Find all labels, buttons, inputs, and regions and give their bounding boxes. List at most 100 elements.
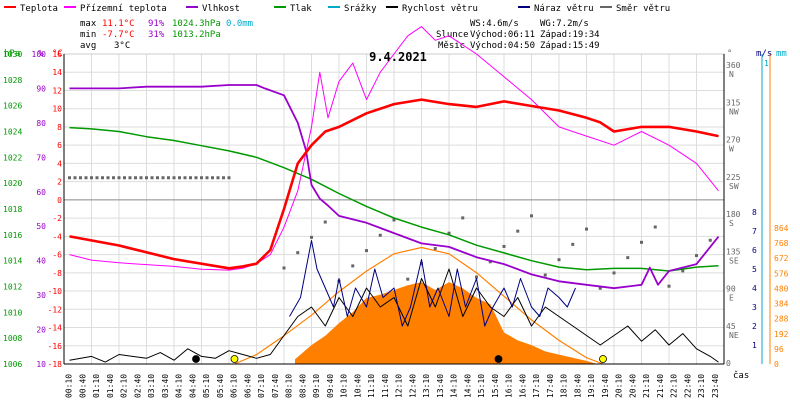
wind-direction-dot [530,214,533,218]
time-tick: 13:40 [436,374,445,398]
solar-tick: 96 [774,345,784,354]
time-tick: 10:40 [353,374,362,398]
stats-min-humidity: 31% [148,30,165,40]
wind-direction-dot [106,176,110,180]
legend-label: Přízemní teplota [80,4,167,14]
time-tick: 05:10 [202,374,211,398]
direction-tick: 0 [726,359,731,368]
wind-direction-dot [337,279,341,283]
sunset: Západ:19:34 [540,30,600,40]
wind-direction-dot [557,258,561,262]
pressure-unit: hPa [4,49,20,59]
pressure-tick: 1024 [3,128,22,137]
wind-direction-dot [351,264,355,268]
sunrise: Východ:06:11 [470,30,535,40]
wind-direction-dot [68,176,71,180]
wind-direction-dot [488,260,492,264]
wind-tick: 3 [752,303,757,312]
temp-tick: -8 [52,269,62,278]
pressure-tick: 1028 [3,76,22,85]
pressure-tick: 1014 [3,257,22,266]
time-tick: 19:40 [601,374,610,398]
time-tick: 07:40 [271,374,280,398]
time-tick: 10:10 [340,374,349,398]
time-tick: 01:40 [106,374,115,398]
time-tick: 00:10 [65,374,74,398]
pressure-tick: 1030 [3,50,22,59]
pressure-tick: 1008 [3,334,22,343]
wind-direction-dot [90,176,93,180]
temp-tick: 12 [52,86,62,95]
legend-label: Náraz větru [534,4,594,14]
solar-tick: 480 [774,284,789,293]
wind-direction-dot [216,176,220,180]
time-tick: 17:10 [532,374,541,398]
temp-tick: -18 [48,360,63,369]
temp-tick: 8 [57,123,62,132]
wind-direction-dot [571,242,575,246]
stats-max-temp: 11.1°C [102,19,135,29]
wind-direction-dot [84,176,88,180]
direction-tick: 360 [726,61,741,70]
time-tick: 20:40 [628,374,637,398]
wind-direction-dot [112,176,115,180]
wind-direction-dot [640,240,643,244]
wind-direction-dot [310,235,313,239]
wind-direction-dot [626,256,630,260]
direction-tick-label: E [729,294,734,303]
pressure-tick: 1022 [3,153,22,162]
legend-label: Rychlost větru [402,4,478,14]
humidity-tick: 100 [32,50,47,59]
pressure-tick: 1010 [3,308,22,317]
wind-direction-dot [172,176,176,180]
time-tick: 04:10 [175,374,184,398]
temp-tick: 0 [57,196,62,205]
solar-theoretical-line [234,246,604,365]
wind-direction-dot [420,262,423,266]
wind-direction-dot [543,273,547,277]
wind-speed-line [69,268,719,363]
time-tick: 22:10 [670,374,679,398]
wind-direction-dot [134,176,137,180]
stats-min-pressure: 1013.2hPa [172,30,221,40]
wind-direction-dot [123,176,126,180]
wind-direction-dot [205,176,209,180]
humidity-tick: 80 [36,119,46,128]
wind-direction-dot [73,176,77,180]
temp-tick: -12 [48,305,63,314]
wind-speed-info: WS:4.6m/s [470,19,519,29]
stats-max-humidity: 91% [148,19,165,29]
wind-direction-dot [598,286,602,290]
stats-block: max 11.1°C 91% 1024.3hPa 0.0mm min -7.7°C 31% 10… [80,19,600,51]
stats-max-label: max [80,19,97,29]
wind-direction-dot [378,233,382,237]
wind-direction-dot [156,176,159,180]
wind-tick: 8 [752,208,757,217]
wind-direction-dot [392,218,396,222]
wind-direction-dot [502,244,506,248]
temp-tick: 2 [57,178,62,187]
wind-direction-dot [695,254,698,258]
pressure-tick: 1016 [3,231,22,240]
moonrise: Východ:04:50 [470,41,535,51]
axes: hPa% °C ° m/s mmčas1030102810261024102210201… [3,49,789,398]
time-tick: 03:10 [147,374,156,398]
wind-tick: 1 [752,341,757,350]
time-tick: 06:10 [230,374,239,398]
time-tick: 21:40 [656,374,665,398]
wind-direction-dot [296,251,300,255]
time-tick: 15:10 [477,374,486,398]
temp-tick: 16 [52,50,62,59]
wind-direction-dot [433,247,437,251]
legend: Teplota Přízemní teplota Vlhkost Tlak Srážky… [4,4,670,14]
time-tick: 18:10 [560,374,569,398]
wind-tick: 2 [752,322,757,331]
time-tick: 08:40 [298,374,307,398]
sunrise-marker [230,355,239,363]
wind-unit: m/s [756,49,772,59]
temp-tick: -16 [48,342,63,351]
wind-direction-dot [406,277,410,281]
time-tick: 16:10 [505,374,514,398]
time-tick: 12:10 [395,374,404,398]
time-tick: 11:10 [367,374,376,398]
